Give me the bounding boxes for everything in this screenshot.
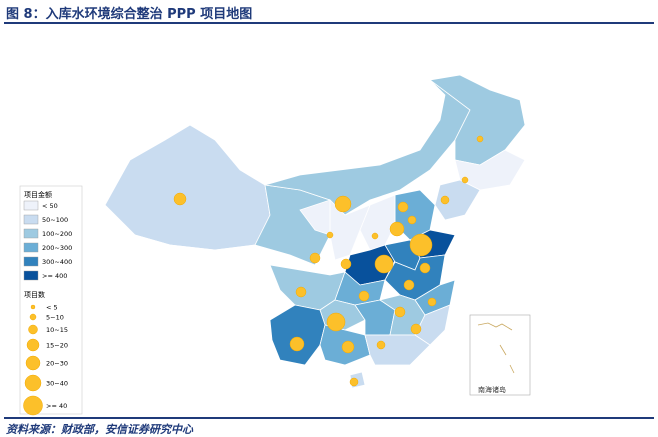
legend: 项目金额 项目数 < 50 50~100 100~200 200~300 300~400… xyxy=(19,185,83,416)
count-bubbles xyxy=(173,135,484,387)
legend-bubble xyxy=(24,374,42,392)
legend-label: 20~30 xyxy=(46,360,68,368)
legend-bubble xyxy=(29,313,37,321)
legend-swatch xyxy=(23,228,39,239)
legend-label: >= 400 xyxy=(42,272,67,280)
legend-swatch xyxy=(23,256,39,267)
legend-bubble xyxy=(26,338,40,352)
title: 图 8：入库水环境综合整治 PPP 项目地图 xyxy=(6,7,253,22)
legend-title: 项目数 xyxy=(24,290,45,299)
legend-label: 100~200 xyxy=(42,230,72,238)
legend-label: 50~100 xyxy=(42,216,68,224)
provinces xyxy=(104,74,531,396)
source: 资料来源：财政部，安信证券研究中心 xyxy=(6,423,193,436)
legend-label: 15~20 xyxy=(46,342,68,350)
legend-bubble xyxy=(23,395,43,416)
legend-title: 项目金额 xyxy=(24,190,52,199)
legend-swatch xyxy=(23,270,39,281)
legend-label: < 50 xyxy=(42,202,58,210)
legend-bubble xyxy=(25,355,41,371)
legend-label: 300~400 xyxy=(42,258,72,266)
legend-label: >= 40 xyxy=(46,402,67,410)
legend-label: 10~15 xyxy=(46,326,68,334)
legend-swatch xyxy=(23,214,39,225)
legend-bubble xyxy=(28,324,38,335)
legend-bubble xyxy=(30,304,36,310)
legend-label: < 5 xyxy=(46,304,58,312)
legend-label: 30~40 xyxy=(46,380,68,388)
legend-swatch xyxy=(23,200,39,211)
legend-swatch xyxy=(23,242,39,253)
legend-label: 200~300 xyxy=(42,244,72,252)
inset-label: 南海诸岛 xyxy=(478,385,506,394)
legend-label: 5~10 xyxy=(46,314,64,322)
